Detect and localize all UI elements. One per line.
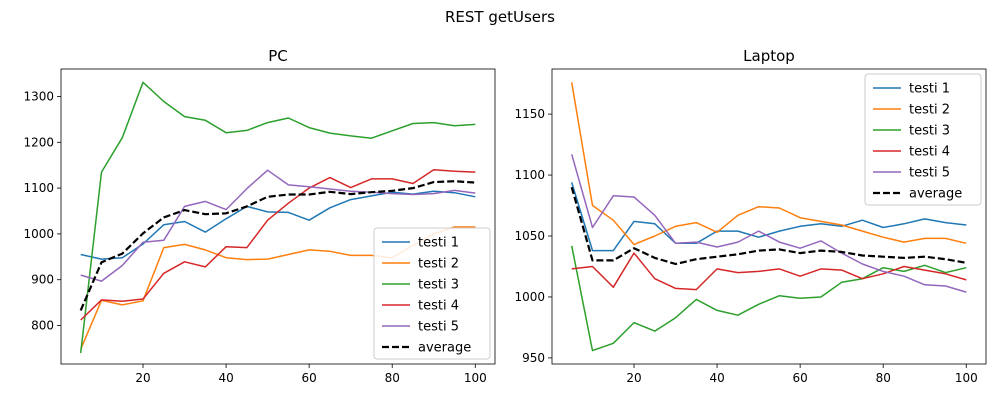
x-tick-label: 40 xyxy=(709,371,724,385)
x-tick-label: 20 xyxy=(626,371,641,385)
chart-title: Laptop xyxy=(743,47,795,65)
axes-frame xyxy=(60,68,496,365)
series-line-testi-3 xyxy=(570,245,967,352)
y-tick-label: 950 xyxy=(522,351,545,365)
series-line-average xyxy=(570,186,967,266)
axes-frame xyxy=(551,68,987,365)
series-line-testi-1 xyxy=(570,182,967,252)
series-line-testi-4 xyxy=(571,252,967,291)
plot-area: 20 40 60 80 100 950 1000 1050 1100 1150 xyxy=(514,68,987,385)
y-tick-label: 1100 xyxy=(514,168,545,182)
y-tick-label: 1200 xyxy=(23,135,54,149)
y-tick-label: 1050 xyxy=(514,229,545,243)
x-tick-label: 100 xyxy=(955,371,978,385)
y-tick-label: 800 xyxy=(31,319,54,333)
x-tick-label: 80 xyxy=(876,371,891,385)
series-line-testi-5 xyxy=(80,169,476,282)
chart-panel-pc: PC 20 40 60 80 100 800 900 1000 1100 1200 1300 tes… xyxy=(23,47,496,385)
x-tick-label: 40 xyxy=(218,371,233,385)
series-line-testi-4 xyxy=(80,169,476,321)
y-tick-label: 1000 xyxy=(514,290,545,304)
y-tick-label: 900 xyxy=(31,273,54,287)
series-line-testi-3 xyxy=(79,81,476,354)
x-tick-label: 80 xyxy=(385,371,400,385)
y-tick-label: 1100 xyxy=(23,181,54,195)
legend-label: testi 5 xyxy=(909,166,950,181)
legend-label: testi 2 xyxy=(418,257,459,272)
chart-panel-laptop: Laptop 20 40 60 80 100 950 1000 1050 1100 1150 te… xyxy=(514,47,987,385)
series-line-testi-5 xyxy=(570,154,967,293)
legend-label: testi 3 xyxy=(909,124,950,139)
figure-title: REST getUsers xyxy=(445,8,555,26)
legend-label: average xyxy=(909,187,962,202)
legend-label: testi 4 xyxy=(418,299,459,314)
series-line-testi-2 xyxy=(570,82,967,246)
legend: testi 1 testi 2 testi 3 testi 4 testi 5 avera… xyxy=(864,73,982,206)
y-tick-label: 1150 xyxy=(514,107,545,121)
chart-title: PC xyxy=(268,47,288,65)
x-tick-label: 20 xyxy=(135,371,150,385)
y-tick-label: 1300 xyxy=(23,89,54,103)
legend: testi 1 testi 2 testi 3 testi 4 testi 5 avera… xyxy=(373,227,491,360)
y-tick-label: 1000 xyxy=(23,227,54,241)
legend-label: testi 4 xyxy=(909,145,950,160)
x-tick-label: 60 xyxy=(302,371,317,385)
x-tick-label: 100 xyxy=(464,371,487,385)
x-tick-label: 60 xyxy=(793,371,808,385)
plot-area: 20 40 60 80 100 800 900 1000 1100 1200 1300 xyxy=(23,68,496,385)
series-line-average xyxy=(79,180,476,311)
legend-label: testi 2 xyxy=(909,103,950,118)
legend-label: testi 1 xyxy=(418,236,459,251)
legend-label: average xyxy=(418,341,471,356)
legend-label: testi 5 xyxy=(418,320,459,335)
legend-label: testi 3 xyxy=(418,278,459,293)
legend-label: testi 1 xyxy=(909,82,950,97)
